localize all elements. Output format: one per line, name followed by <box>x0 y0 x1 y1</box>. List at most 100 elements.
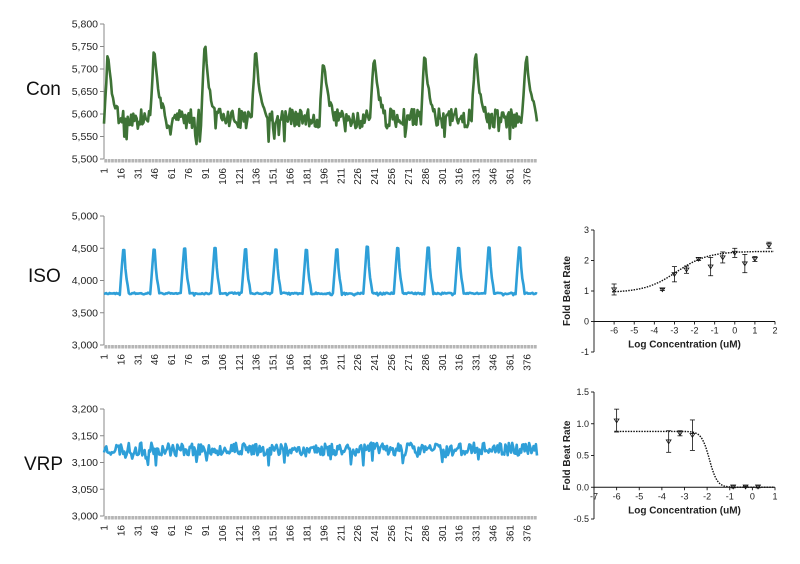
x-tick-label: 151 <box>269 525 280 542</box>
x-tick-label: 136 <box>252 354 263 371</box>
dose-y-tick-label: -0.5 <box>573 514 589 524</box>
x-tick-label: 361 <box>505 168 516 185</box>
x-tick-label: 271 <box>404 354 415 371</box>
dose-y-axis-label: Fold Beat Rate <box>562 420 573 490</box>
dose-y-tick-label: 0.5 <box>576 451 589 461</box>
dose-point <box>613 418 620 424</box>
dose-point <box>754 484 762 490</box>
x-tick-label: 226 <box>353 168 364 185</box>
x-tick-label: 16 <box>116 354 127 366</box>
x-tick-label: 271 <box>404 168 415 185</box>
x-tick-label: 136 <box>252 525 263 542</box>
x-tick-label: 241 <box>370 168 381 185</box>
x-tick-label: 31 <box>133 354 144 366</box>
x-tick-label: 211 <box>336 354 347 370</box>
dose-point <box>665 439 672 445</box>
x-tick-label: 256 <box>387 168 398 185</box>
x-tick-label: 256 <box>387 354 398 371</box>
dose-x-tick-label: -4 <box>650 326 658 336</box>
y-tick-label: 3,200 <box>72 404 98 416</box>
dose-point <box>610 287 618 293</box>
dose-x-tick-label: -6 <box>610 326 618 336</box>
x-tick-label: 76 <box>184 354 195 366</box>
x-tick-label: 286 <box>421 354 432 371</box>
trace-line <box>103 245 538 297</box>
dose-y-tick-label: 3 <box>584 225 589 235</box>
x-tick-label: 121 <box>235 168 246 185</box>
x-tick-label: 46 <box>150 525 161 537</box>
trace-line <box>102 441 539 467</box>
x-tick-label: 361 <box>505 354 516 371</box>
x-tick-label: 226 <box>353 354 364 371</box>
x-tick-label: 346 <box>489 168 500 185</box>
y-tick-label: 3,000 <box>72 340 98 352</box>
x-tick-label: 61 <box>167 168 178 180</box>
dose-x-tick-label: -6 <box>613 491 621 501</box>
x-tick-label: 256 <box>387 525 398 542</box>
dose-point <box>671 272 678 278</box>
dose-point <box>689 433 696 439</box>
dose-y-tick-label: 0.0 <box>576 482 589 492</box>
x-tick-label: 331 <box>472 354 483 371</box>
y-tick-label: 5,000 <box>72 211 98 223</box>
x-tick-label: 91 <box>201 525 212 537</box>
x-tick-label: 166 <box>286 354 297 371</box>
x-tick-label: 121 <box>235 525 246 542</box>
x-tick-label: 1 <box>100 525 111 531</box>
x-tick-label: 16 <box>116 168 127 180</box>
dose-x-tick-label: 2 <box>772 326 777 336</box>
x-tick-label: 301 <box>438 354 449 371</box>
dose-point <box>719 255 726 261</box>
x-tick-label: 151 <box>269 168 280 185</box>
dose-y-tick-label: 2 <box>584 256 589 266</box>
x-tick-label: 226 <box>353 525 364 542</box>
x-tick-label: 106 <box>218 354 229 371</box>
dose-x-tick-label: -1 <box>711 326 719 336</box>
y-tick-label: 5,550 <box>72 131 98 143</box>
dose-point <box>683 267 690 273</box>
dose-x-tick-label: -1 <box>726 491 734 501</box>
dose-point <box>659 287 666 293</box>
x-tick-label: 106 <box>218 168 229 185</box>
dose-point <box>695 256 702 262</box>
dose-y-tick-label: 1.0 <box>576 419 589 429</box>
x-tick-label: 316 <box>455 525 466 542</box>
dose-point <box>731 250 738 256</box>
con-trace-chart: 5,500 5,550 5,600 5,650 5,700 5,750 5,800 1 16 31… <box>72 19 539 185</box>
dose-fit-curve <box>614 430 774 488</box>
row-label-iso: ISO <box>28 266 61 287</box>
dose-point <box>676 431 684 437</box>
x-tick-label: 271 <box>404 525 415 542</box>
x-tick-label: 376 <box>522 168 533 185</box>
y-tick-label: 3,100 <box>72 457 98 469</box>
x-tick-label: 241 <box>370 354 381 371</box>
y-tick-label: 5,600 <box>72 109 98 121</box>
y-tick-label: 5,650 <box>72 86 98 98</box>
x-tick-label: 181 <box>302 354 313 371</box>
x-tick-label: 376 <box>522 525 533 542</box>
dose-x-tick-label: -5 <box>630 326 638 336</box>
x-tick-label: 211 <box>336 168 347 184</box>
y-tick-label: 3,500 <box>72 307 98 319</box>
y-tick-label: 5,800 <box>72 19 98 31</box>
x-tick-label: 31 <box>133 525 144 537</box>
y-tick-label: 4,000 <box>72 275 98 287</box>
vrp-trace-chart: 3,000 3,050 3,100 3,150 3,200 1 16 31 46 61 76 91 10… <box>72 404 539 542</box>
x-tick-label: 196 <box>319 525 330 542</box>
x-tick-label: 76 <box>184 168 195 180</box>
x-tick-label: 196 <box>319 354 330 371</box>
dose-x-tick-label: -4 <box>658 491 666 501</box>
y-tick-label: 5,700 <box>72 64 98 76</box>
dose-y-axis-label: Fold Beat Rate <box>562 256 573 326</box>
x-tick-label: 331 <box>472 168 483 185</box>
x-tick-label: 1 <box>100 354 111 360</box>
x-tick-label: 286 <box>421 168 432 185</box>
x-tick-label: 286 <box>421 525 432 542</box>
dose-y-tick-label: -1 <box>581 347 589 357</box>
x-tick-label: 31 <box>133 168 144 180</box>
dose-y-tick-label: 1 <box>584 286 589 296</box>
x-tick-label: 346 <box>489 354 500 371</box>
x-tick-label: 301 <box>438 525 449 542</box>
dose-x-axis-label: Log Concentration (uM) <box>628 340 741 351</box>
dose-x-tick-label: 1 <box>772 491 777 501</box>
